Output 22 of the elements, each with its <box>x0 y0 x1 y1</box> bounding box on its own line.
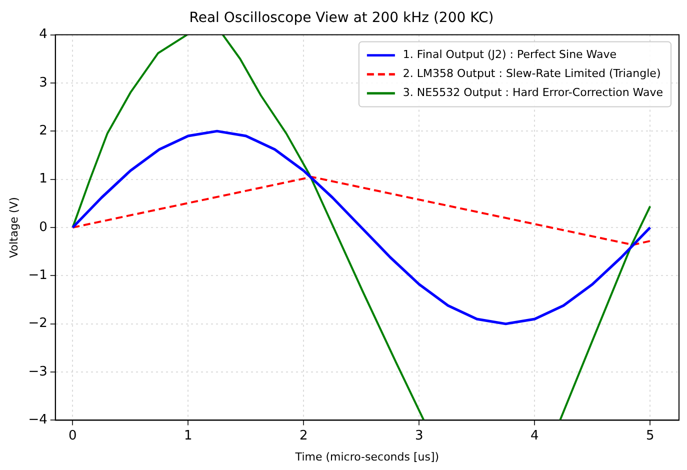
y-tick-label: 3 <box>39 75 48 90</box>
y-tick-label: 0 <box>39 220 48 235</box>
line-series <box>72 176 652 246</box>
chart-title: Real Oscilloscope View at 200 kHz (200 KC) <box>189 10 494 26</box>
x-tick-label: 3 <box>415 428 424 444</box>
legend-label: 2. LM358 Output : Slew-Rate Limited (Triangle) <box>402 67 661 80</box>
x-tick-label: 1 <box>184 428 192 444</box>
x-tick-label: 2 <box>300 428 308 444</box>
y-tick-label: 4 <box>39 27 48 42</box>
y-tick-label: −1 <box>28 268 48 284</box>
y-tick-label: −4 <box>28 412 48 428</box>
y-tick-label: −3 <box>28 364 48 380</box>
x-tick-label: 4 <box>530 428 539 444</box>
x-tick-label: 5 <box>646 428 654 444</box>
legend-label: 1. Final Output (J2) : Perfect Sine Wave <box>402 48 617 62</box>
x-tick-label: 0 <box>68 428 77 444</box>
y-tick-label: 1 <box>39 172 48 187</box>
y-tick-label: 2 <box>39 124 48 139</box>
y-tick-label: −2 <box>28 316 48 332</box>
x-axis-title: Time (micro-seconds [us]) <box>294 450 440 464</box>
y-axis-title: Voltage (V) <box>7 197 20 258</box>
legend-label: 3. NE5532 Output : Hard Error-Correction Wave <box>402 86 664 100</box>
